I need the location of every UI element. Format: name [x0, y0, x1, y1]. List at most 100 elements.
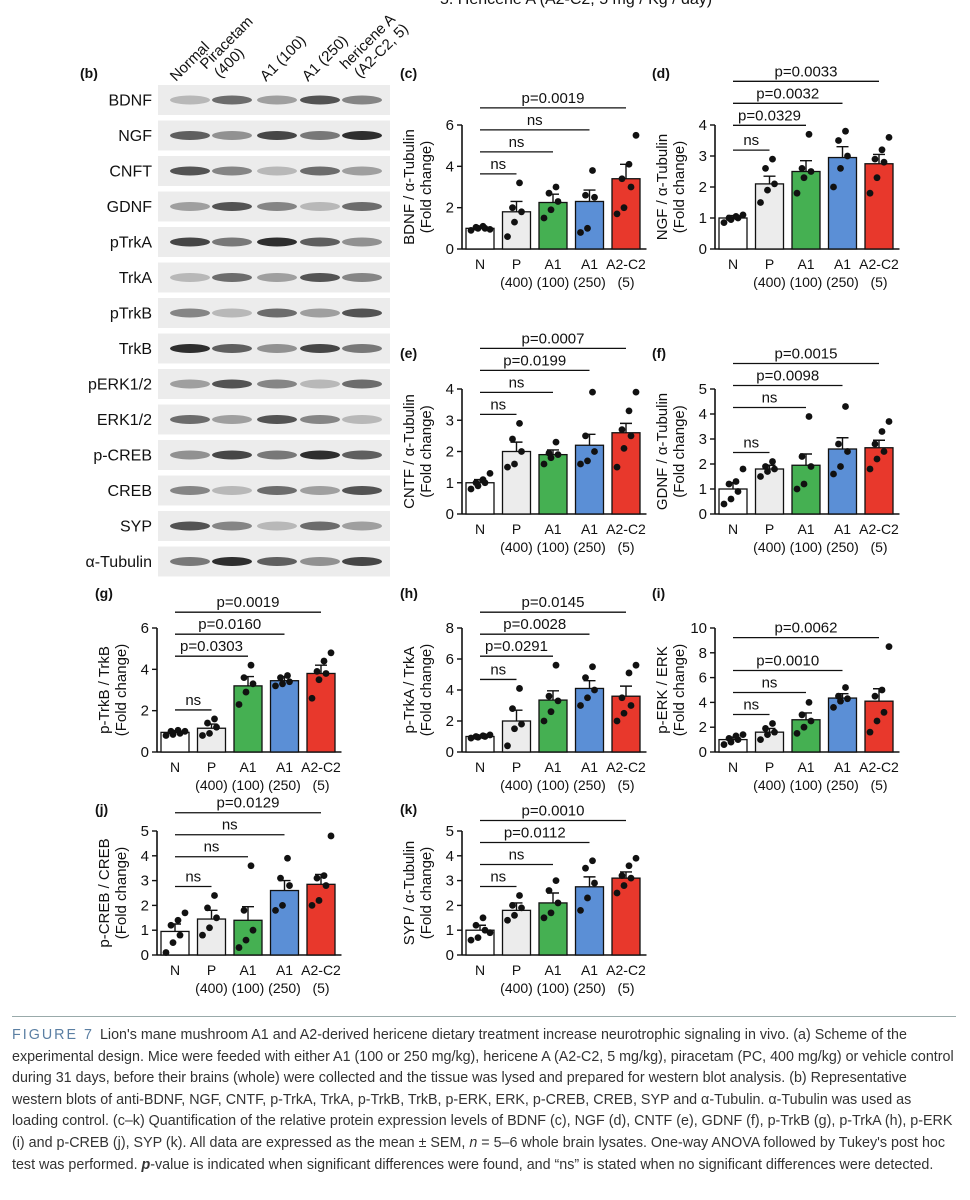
y-axis-label: (Fold change) — [418, 644, 435, 737]
blot-row-label: TrkB — [119, 341, 152, 358]
x-tick-label: N — [728, 521, 738, 537]
y-axis-label: (Fold change) — [418, 141, 435, 234]
data-point — [835, 137, 842, 144]
data-point — [618, 694, 626, 702]
bar — [791, 170, 821, 250]
data-point — [844, 695, 851, 703]
data-point — [885, 643, 893, 650]
figure-caption: FIGURE 7 Lion's mane mushroom A1 and A2-d… — [12, 1016, 956, 1176]
x-tick-sublabel: (5) — [617, 980, 634, 996]
x-tick-sublabel: (400) — [753, 539, 786, 555]
y-axis-label: (Fold change) — [418, 405, 435, 498]
x-tick-label: N — [728, 256, 738, 272]
data-point — [720, 219, 728, 227]
data-point — [204, 904, 211, 912]
comparison-label: p=0.0199 — [503, 352, 566, 369]
x-tick-label: P — [512, 759, 521, 775]
data-point — [577, 906, 584, 914]
x-tick-label: A1 — [797, 759, 814, 775]
x-tick-sublabel: (100) — [537, 777, 570, 793]
data-point — [880, 708, 888, 716]
blot-row-label: SYP — [120, 519, 152, 536]
data-point — [584, 457, 591, 465]
data-point — [479, 222, 487, 230]
y-tick-label: 6 — [446, 651, 454, 668]
bar — [827, 448, 858, 515]
data-point — [632, 854, 640, 862]
error-bar — [836, 146, 849, 158]
comparison-label: p=0.0019 — [522, 90, 585, 107]
data-point — [277, 874, 284, 882]
data-point — [467, 227, 475, 234]
blot-band — [257, 344, 297, 353]
data-point — [577, 460, 584, 468]
blot-band — [170, 273, 210, 282]
y-tick-label: 1 — [446, 922, 454, 939]
data-point — [618, 872, 626, 880]
data-point — [540, 460, 548, 468]
x-tick-label: A1 — [581, 256, 598, 272]
blot-row-label: GDNF — [107, 199, 153, 216]
y-tick-label: 0 — [141, 744, 149, 761]
blot-band — [342, 237, 382, 247]
data-point — [727, 495, 735, 503]
panel-label: (f) — [652, 345, 666, 361]
data-point — [552, 438, 560, 446]
y-tick-label: 3 — [446, 412, 454, 429]
caption-text: n — [469, 1134, 478, 1151]
data-point — [486, 225, 494, 233]
data-point — [272, 906, 279, 914]
data-point — [620, 709, 628, 717]
blot-band — [300, 237, 340, 247]
comparison-label: p=0.0028 — [503, 616, 566, 633]
data-point — [627, 432, 635, 440]
blot-band — [170, 202, 210, 211]
data-point — [504, 463, 511, 471]
x-tick-sublabel: (100) — [790, 777, 823, 793]
data-point — [486, 929, 494, 937]
blot-band — [300, 273, 340, 282]
data-point — [739, 465, 747, 473]
data-point — [472, 733, 480, 740]
blot-band — [212, 131, 252, 140]
comparison-label: p=0.0010 — [522, 802, 585, 819]
y-axis-label: p-CREB / CREB — [96, 838, 113, 947]
x-tick-label: A1 — [544, 521, 561, 537]
x-tick-label: P — [207, 962, 216, 978]
error-bar — [873, 153, 885, 164]
blot-band — [170, 450, 210, 460]
bar — [306, 672, 336, 753]
comparison-label: p=0.0062 — [775, 620, 838, 637]
data-point — [625, 862, 633, 870]
data-point — [835, 692, 842, 700]
x-tick-sublabel: (400) — [195, 980, 228, 996]
y-axis-label: (Fold change) — [113, 847, 130, 940]
data-point — [625, 407, 633, 415]
blot-band — [300, 166, 340, 176]
data-point — [837, 165, 844, 172]
data-point — [479, 476, 487, 484]
blot-band — [170, 344, 210, 353]
data-point — [732, 478, 740, 485]
data-point — [545, 692, 553, 700]
x-tick-sublabel: (100) — [232, 980, 265, 996]
data-point — [582, 864, 589, 872]
blot-band — [342, 308, 382, 318]
y-tick-label: 2 — [699, 719, 707, 736]
blot-band — [257, 450, 297, 460]
data-point — [308, 902, 316, 909]
data-point — [807, 168, 815, 175]
blot-band — [257, 237, 297, 247]
data-point — [720, 500, 728, 508]
comparison-label: p=0.0291 — [485, 638, 548, 655]
blot-band — [300, 415, 340, 424]
data-point — [472, 479, 480, 487]
data-point — [771, 465, 778, 473]
comparison-label: p=0.0033 — [775, 63, 838, 80]
blot-band — [170, 557, 210, 566]
data-point — [769, 720, 776, 727]
blot-band — [170, 415, 210, 424]
x-tick-sublabel: (400) — [500, 539, 533, 555]
y-tick-label: 4 — [141, 661, 149, 678]
data-point — [511, 725, 518, 733]
